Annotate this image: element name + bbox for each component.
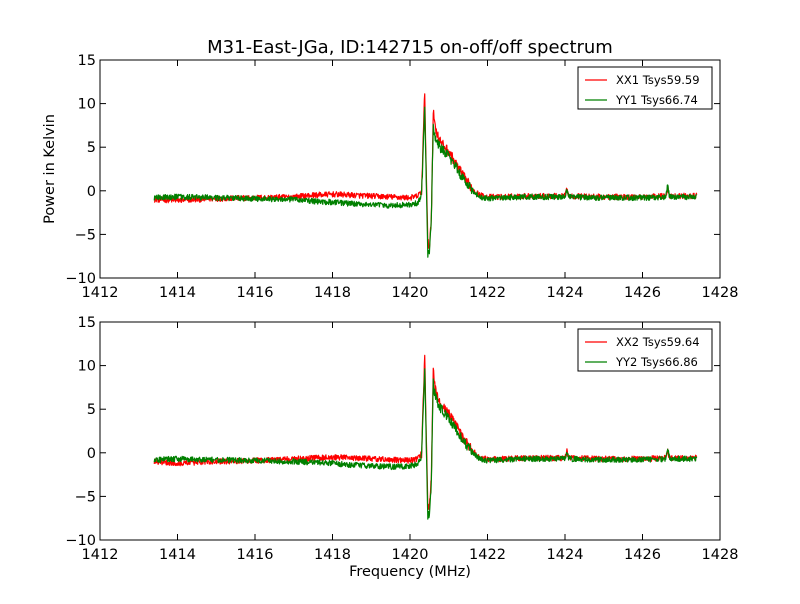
series-line-yy <box>153 106 698 258</box>
y-tick-label: −10 <box>65 533 96 549</box>
x-tick-label: 1416 <box>237 547 274 563</box>
x-tick-label: 1412 <box>82 547 119 563</box>
bottom-panel: 1412 1414 1416 1418 1420 1422 1424 1426 1428 15 10… <box>65 315 738 563</box>
x-axis-label: Frequency (MHz) <box>349 564 471 580</box>
y-tick-label: −5 <box>75 489 96 505</box>
legend-box <box>577 328 713 372</box>
x-tick-label: 1428 <box>702 547 739 563</box>
y-tick-label: 0 <box>87 184 96 200</box>
x-tick-label: 1414 <box>159 547 196 563</box>
legend-label: XX1 Tsys59.59 <box>616 73 700 87</box>
legend-box <box>577 66 713 110</box>
y-tick-label: 5 <box>87 402 96 418</box>
x-tick-label: 1422 <box>469 285 506 301</box>
plot-area <box>153 93 698 258</box>
y-tick-label: 15 <box>78 315 96 331</box>
x-tick-label: 1422 <box>469 547 506 563</box>
y-tick-label: 5 <box>87 140 96 156</box>
series-line-yy <box>153 368 698 520</box>
top-panel: 1412 1414 1416 1418 1420 1422 1424 1426 1428 15 10… <box>65 53 738 301</box>
x-tick-label: 1424 <box>547 547 584 563</box>
y-tick-label: 10 <box>78 97 96 113</box>
plot-area <box>153 354 698 520</box>
y-tick-label: −5 <box>75 227 96 243</box>
legend-label: YY1 Tsys66.74 <box>615 93 698 107</box>
x-tick-label: 1418 <box>314 285 351 301</box>
x-tick-label: 1420 <box>392 285 429 301</box>
x-tick-label: 1412 <box>82 285 119 301</box>
x-tick-label: 1420 <box>392 547 429 563</box>
legend-label: XX2 Tsys59.64 <box>616 335 700 349</box>
y-tick-label: 10 <box>78 359 96 375</box>
x-tick-label: 1426 <box>624 285 661 301</box>
x-tick-label: 1426 <box>624 547 661 563</box>
y-tick-label: 15 <box>78 53 96 69</box>
x-tick-label: 1424 <box>547 285 584 301</box>
x-tick-label: 1416 <box>237 285 274 301</box>
x-tick-label: 1428 <box>702 285 739 301</box>
y-tick-label: 0 <box>87 446 96 462</box>
legend-label: YY2 Tsys66.86 <box>615 355 698 369</box>
legend: XX1 Tsys59.59 YY1 Tsys66.74 <box>577 66 713 110</box>
legend: XX2 Tsys59.64 YY2 Tsys66.86 <box>577 328 713 372</box>
x-tick-label: 1418 <box>314 547 351 563</box>
chart-title: M31-East-JGa, ID:142715 on-off/off spect… <box>207 37 613 58</box>
y-tick-label: −10 <box>65 271 96 287</box>
y-axis-label: Power in Kelvin <box>42 114 58 224</box>
x-tick-label: 1414 <box>159 285 196 301</box>
